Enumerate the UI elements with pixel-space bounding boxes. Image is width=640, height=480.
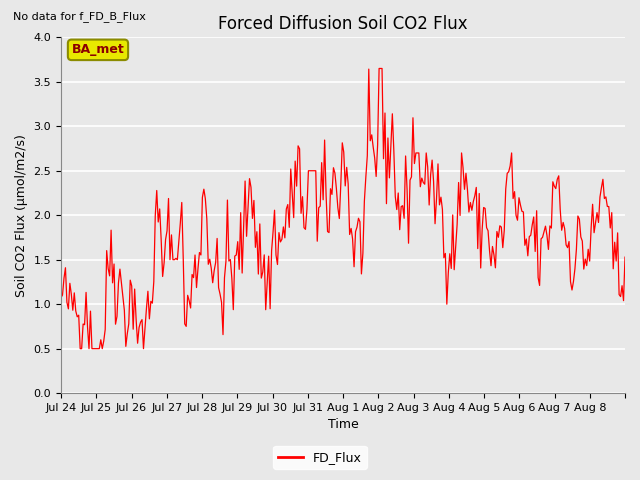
Legend: FD_Flux: FD_Flux [273, 446, 367, 469]
Text: No data for f_FD_B_Flux: No data for f_FD_B_Flux [13, 11, 146, 22]
Text: BA_met: BA_met [72, 43, 124, 56]
X-axis label: Time: Time [328, 419, 358, 432]
Y-axis label: Soil CO2 Flux (μmol/m2/s): Soil CO2 Flux (μmol/m2/s) [15, 134, 28, 297]
Title: Forced Diffusion Soil CO2 Flux: Forced Diffusion Soil CO2 Flux [218, 15, 468, 33]
